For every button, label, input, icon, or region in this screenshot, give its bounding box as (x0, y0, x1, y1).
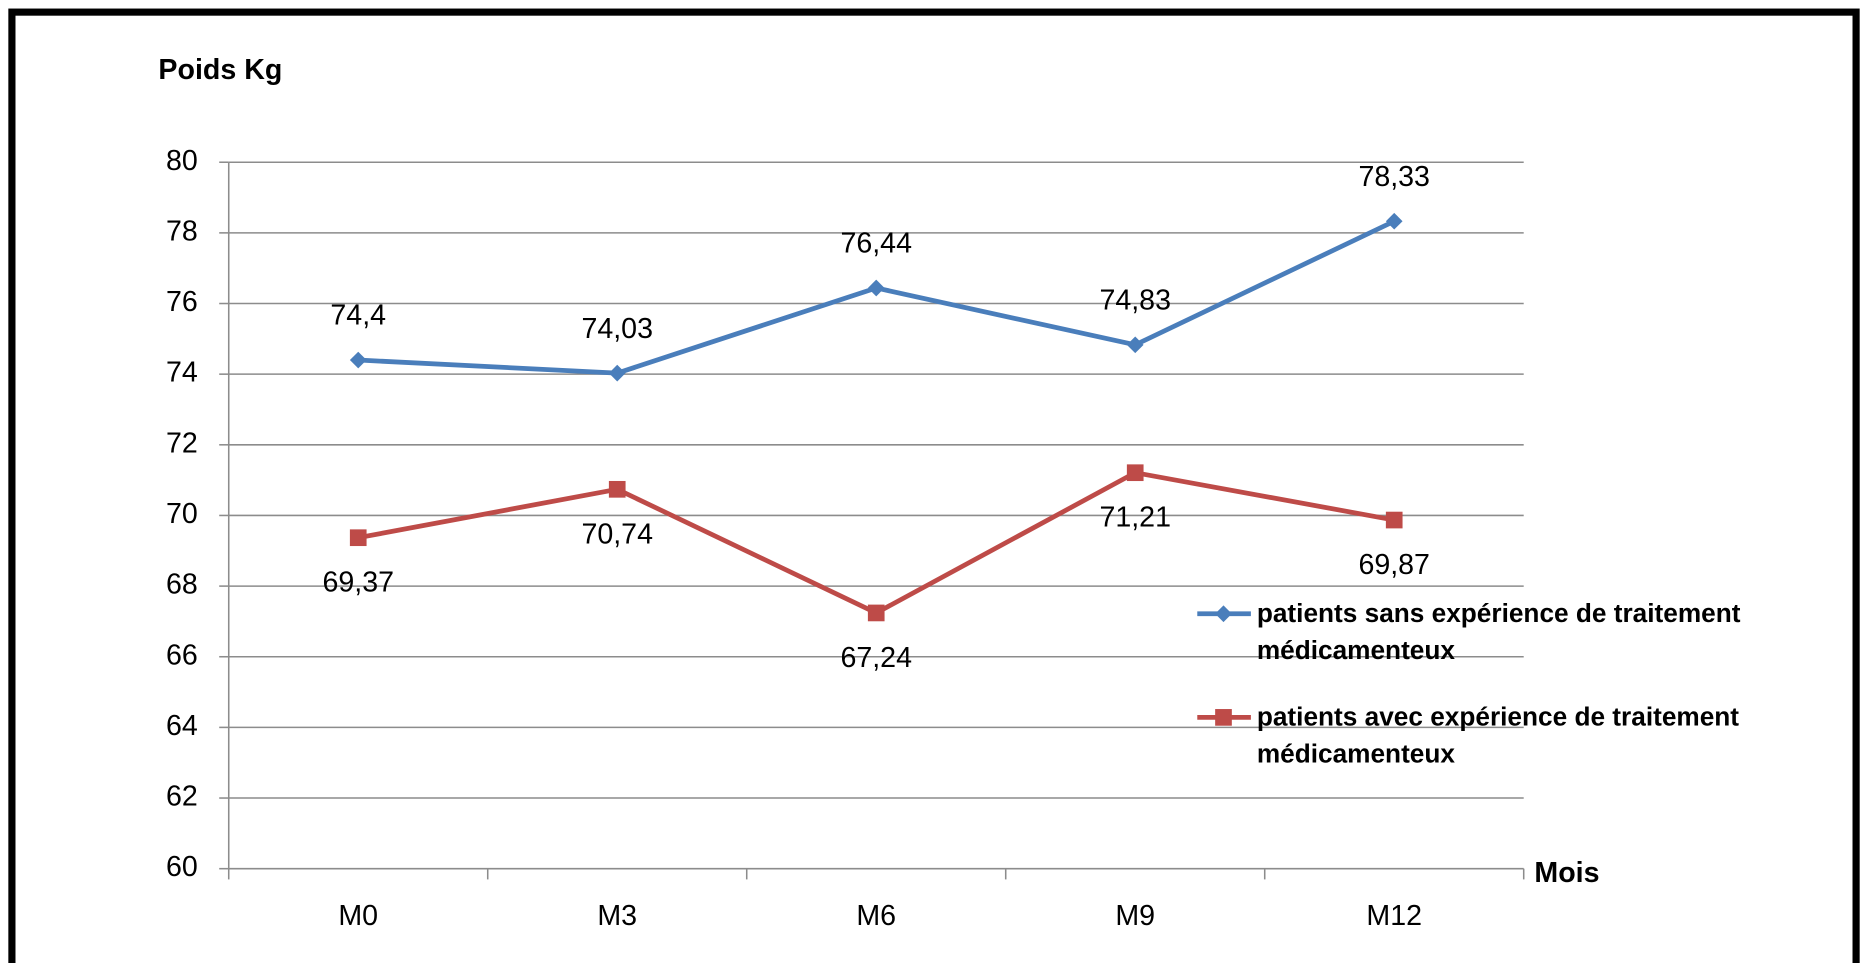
y-tick-label: 66 (166, 639, 198, 671)
data-point (608, 480, 626, 498)
data-label: 71,21 (1099, 502, 1171, 534)
y-tick-label: 80 (166, 145, 198, 177)
data-point (349, 529, 367, 547)
y-tick-label: 64 (166, 710, 198, 742)
legend-marker (1215, 605, 1232, 623)
data-label: 69,87 (1358, 549, 1430, 581)
x-tick-label: M3 (597, 900, 637, 932)
data-point (1385, 212, 1403, 230)
y-tick-label: 60 (166, 851, 198, 883)
data-label: 74,83 (1099, 285, 1171, 317)
x-tick-label: M6 (856, 900, 896, 932)
legend-label: patients sans expérience de traitement m… (1256, 598, 1741, 665)
data-point (1126, 336, 1144, 354)
y-axis-label-box: Poids Kg (158, 53, 283, 86)
data-point (1126, 464, 1144, 482)
legend-marker (1215, 709, 1232, 726)
y-tick-label: 72 (166, 427, 198, 459)
data-label: 74,4 (330, 300, 386, 332)
data-point (608, 364, 626, 382)
data-point (1385, 511, 1403, 529)
x-tick-label: M12 (1366, 900, 1422, 932)
legend-entry-box: patients sans expérience de traitement m… (1256, 598, 1741, 665)
data-point (867, 604, 885, 622)
data-label: 76,44 (840, 228, 912, 260)
x-tick-label: M0 (338, 900, 378, 932)
legend-entry-box: patients avec expérience de traitement m… (1256, 701, 1740, 769)
y-tick-label: 62 (166, 781, 198, 813)
data-label: 70,74 (581, 518, 653, 550)
data-label: 67,24 (840, 642, 912, 674)
data-label: 78,33 (1358, 161, 1430, 193)
x-tick-label: M9 (1115, 900, 1155, 932)
y-tick-label: 78 (166, 215, 198, 247)
y-tick-label: 70 (166, 498, 198, 530)
legend-label: patients avec expérience de traitement m… (1256, 701, 1740, 769)
x-axis-label: Mois (1534, 857, 1599, 889)
data-point (867, 279, 885, 297)
y-tick-label: 76 (166, 286, 198, 318)
y-tick-label: 68 (166, 569, 198, 601)
y-axis-label: Poids Kg (158, 53, 283, 86)
data-label: 69,37 (322, 567, 394, 599)
data-label: 74,03 (581, 313, 653, 345)
frame (8, 8, 1860, 963)
y-tick-label: 74 (166, 357, 198, 389)
data-point (349, 351, 367, 369)
series-line (357, 470, 1395, 616)
